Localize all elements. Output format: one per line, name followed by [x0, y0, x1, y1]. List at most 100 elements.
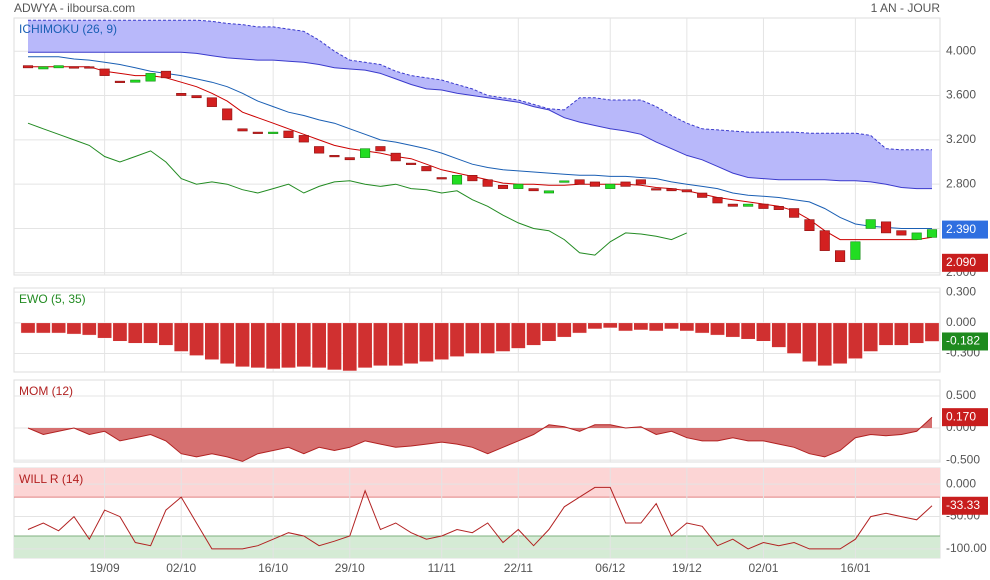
candle: [911, 232, 922, 240]
bar: [357, 322, 373, 369]
area-line: [27, 416, 933, 462]
bar: [204, 322, 220, 360]
bar: [403, 322, 419, 365]
candle: [375, 146, 386, 152]
candle: [651, 188, 662, 191]
bar: [832, 322, 848, 365]
bar: [679, 322, 695, 332]
candle: [84, 66, 95, 69]
bar: [480, 322, 496, 354]
badge-label: 2.090: [946, 255, 976, 269]
overbought-zone: [14, 468, 940, 498]
y-tick-label: 2.800: [946, 176, 976, 190]
candle: [850, 241, 861, 260]
badge-label: 2.390: [946, 222, 976, 236]
candle: [865, 219, 876, 229]
bar: [20, 322, 36, 334]
indicator-line: [28, 56, 932, 229]
bar: [143, 322, 158, 344]
bar: [602, 322, 618, 329]
candle: [835, 250, 846, 263]
bar: [35, 322, 51, 334]
bar: [449, 322, 465, 357]
candle: [160, 70, 171, 79]
candle: [758, 203, 769, 209]
bar: [388, 322, 404, 367]
bar: [189, 322, 204, 356]
cloud-lower: [28, 51, 932, 190]
candle: [421, 166, 432, 172]
candle: [880, 221, 892, 234]
bar: [909, 322, 925, 344]
bar: [81, 322, 97, 336]
x-tick-label: 19/09: [90, 561, 120, 575]
value-badge: [942, 253, 988, 272]
bar: [418, 322, 434, 363]
bar: [510, 322, 526, 349]
x-tick-label: 19/12: [672, 561, 702, 575]
candle: [482, 179, 493, 187]
bar: [664, 322, 679, 330]
candle: [329, 155, 340, 158]
candle: [176, 93, 187, 96]
candle: [543, 190, 554, 194]
candle: [513, 183, 524, 189]
badge-label: 0.170: [946, 409, 976, 423]
bar: [786, 322, 802, 354]
candle: [727, 203, 738, 207]
cloud-upper: [28, 19, 932, 151]
y-tick-label: -0.500: [946, 452, 980, 466]
candle: [743, 203, 754, 207]
bar: [342, 322, 358, 372]
x-tick-label: 02/10: [166, 561, 196, 575]
bar: [66, 322, 82, 335]
cloud: [28, 20, 932, 189]
candle: [22, 65, 34, 69]
bar: [893, 322, 909, 346]
x-tick-label: 22/11: [504, 561, 533, 575]
bar: [740, 322, 756, 340]
candle: [620, 181, 631, 187]
candle: [130, 79, 141, 83]
x-tick-label: 02/01: [748, 561, 778, 575]
bar: [495, 322, 511, 352]
candle: [789, 208, 800, 218]
bar: [373, 322, 388, 367]
bar: [541, 322, 557, 342]
candle: [451, 175, 463, 185]
bar: [158, 322, 174, 346]
x-tick-label: 11/11: [428, 561, 457, 575]
bar: [756, 322, 771, 342]
candle: [436, 177, 447, 180]
bar: [112, 322, 128, 342]
candle: [114, 80, 125, 83]
bar: [878, 322, 894, 346]
candle: [314, 146, 325, 154]
candle: [360, 148, 371, 158]
candle: [574, 179, 585, 185]
y-tick-label: 3.600: [946, 88, 976, 102]
value-badge: [942, 496, 988, 515]
bar: [219, 322, 235, 365]
bar: [311, 322, 327, 369]
candle: [99, 68, 110, 76]
candle: [191, 95, 202, 99]
y-tick-label: 3.200: [946, 132, 976, 146]
bar: [802, 322, 817, 363]
y-tick-label: -100.00: [946, 541, 987, 555]
bar: [526, 322, 542, 346]
candle: [589, 181, 600, 187]
x-tick-label: 16/10: [258, 561, 288, 575]
bar: [924, 322, 940, 342]
badge-label: -33.33: [946, 498, 980, 512]
bar: [710, 322, 725, 336]
candle: [222, 108, 233, 121]
bar: [97, 322, 112, 339]
bar: [235, 322, 250, 368]
bar: [771, 322, 787, 348]
candle: [467, 175, 478, 182]
y-tick-label: 0.300: [946, 284, 976, 298]
candle: [497, 184, 509, 189]
bar: [572, 322, 587, 334]
bar: [648, 322, 664, 332]
